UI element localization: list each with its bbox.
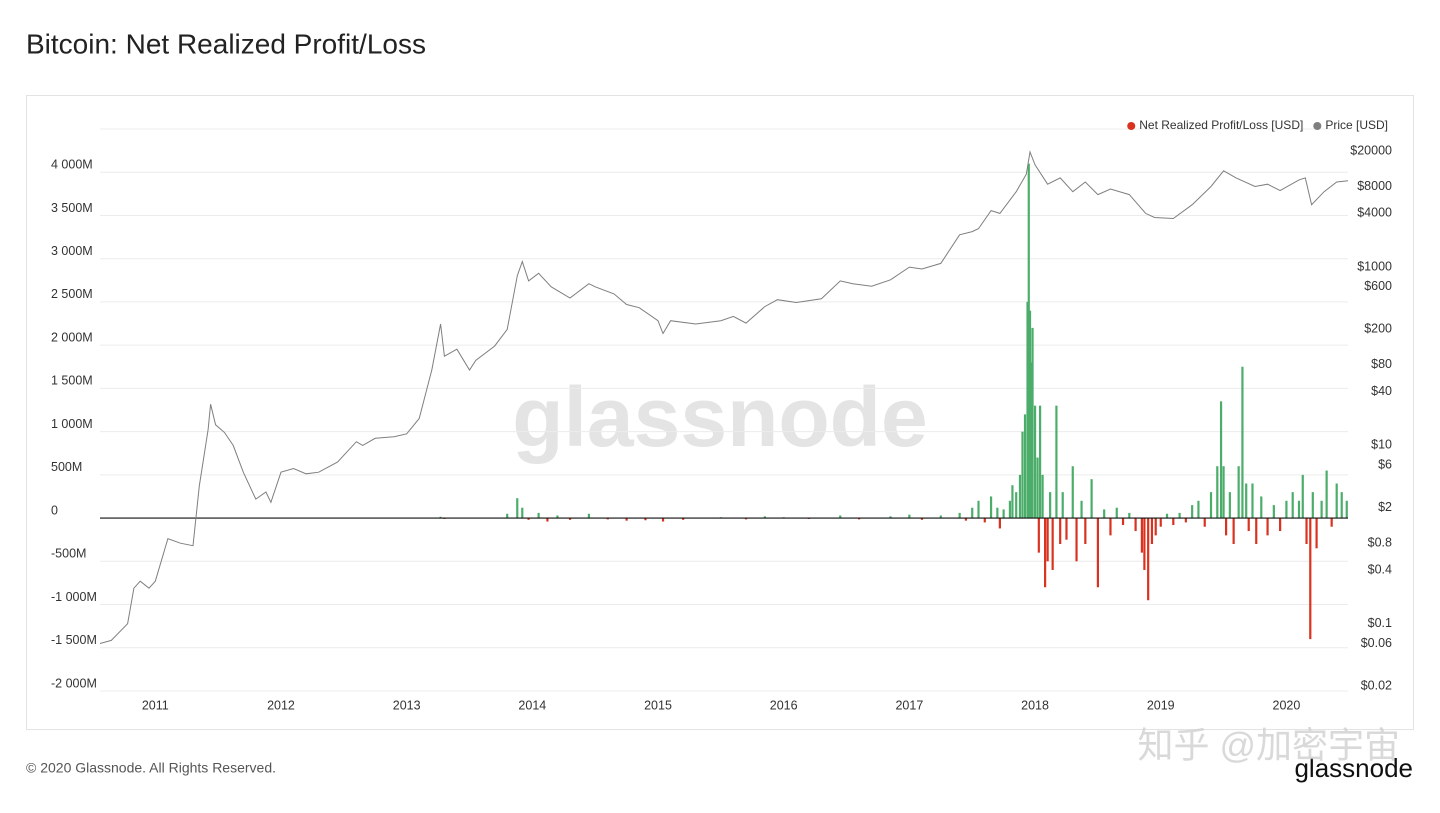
chart-frame [26, 95, 1414, 730]
x-tick-label: 2011 [142, 698, 169, 712]
y2-tick-label: $6 [1378, 457, 1392, 471]
y-tick-label: 3 000M [51, 244, 93, 258]
y2-tick-label: $20000 [1350, 143, 1392, 157]
y2-tick-label: $0.4 [1368, 562, 1392, 576]
x-tick-label: 2018 [1021, 698, 1049, 712]
y2-tick-label: $40 [1371, 384, 1392, 398]
x-tick-label: 2020 [1273, 698, 1301, 712]
y2-tick-label: $2 [1378, 500, 1392, 514]
y-tick-label: 0 [51, 503, 58, 517]
legend-swatch [1127, 122, 1136, 130]
y-tick-label: -2 000M [51, 676, 97, 690]
x-tick-label: 2014 [518, 698, 546, 712]
x-tick-label: 2015 [644, 698, 672, 712]
y-tick-label: 1 500M [51, 374, 93, 388]
y2-tick-label: $8000 [1357, 179, 1392, 193]
legend-label: Price [USD] [1325, 118, 1388, 132]
price-line [99, 150, 1349, 644]
y2-tick-label: $0.8 [1368, 535, 1392, 549]
y-tick-label: -500M [51, 547, 86, 561]
y-tick-label: 4 000M [51, 158, 93, 172]
y-tick-label: -1 000M [51, 590, 97, 604]
legend-label: Net Realized Profit/Loss [USD] [1139, 118, 1303, 132]
y-tick-label: 2 500M [51, 287, 93, 301]
y2-tick-label: $1000 [1357, 259, 1392, 273]
logo: glassnode [1294, 753, 1413, 783]
overlay-watermark: 知乎 @加密宇宙 [1137, 725, 1400, 766]
y2-tick-label: $0.1 [1368, 616, 1392, 630]
y2-tick-label: $200 [1364, 322, 1392, 336]
y2-tick-label: $80 [1371, 357, 1392, 371]
watermark: glassnode [512, 370, 927, 464]
y2-tick-label: $600 [1364, 279, 1392, 293]
x-tick-label: 2012 [267, 698, 295, 712]
y-tick-label: 3 500M [51, 201, 93, 215]
x-tick-label: 2016 [770, 698, 798, 712]
y2-tick-label: $0.06 [1361, 636, 1392, 650]
y2-tick-label: $4000 [1357, 206, 1392, 220]
legend-swatch [1313, 122, 1322, 130]
footer: © 2020 Glassnode. All Rights Reserved. [26, 760, 276, 776]
y-tick-label: -1 500M [51, 633, 97, 647]
y-tick-label: 500M [51, 460, 82, 474]
chart-title: Bitcoin: Net Realized Profit/Loss [26, 28, 426, 59]
x-tick-label: 2013 [393, 698, 421, 712]
y-tick-label: 1 000M [51, 417, 93, 431]
y2-tick-label: $0.02 [1361, 678, 1392, 692]
y2-tick-label: $10 [1371, 438, 1392, 452]
y-tick-label: 2 000M [51, 330, 93, 344]
x-tick-label: 2017 [895, 698, 923, 712]
x-tick-label: 2019 [1147, 698, 1175, 712]
